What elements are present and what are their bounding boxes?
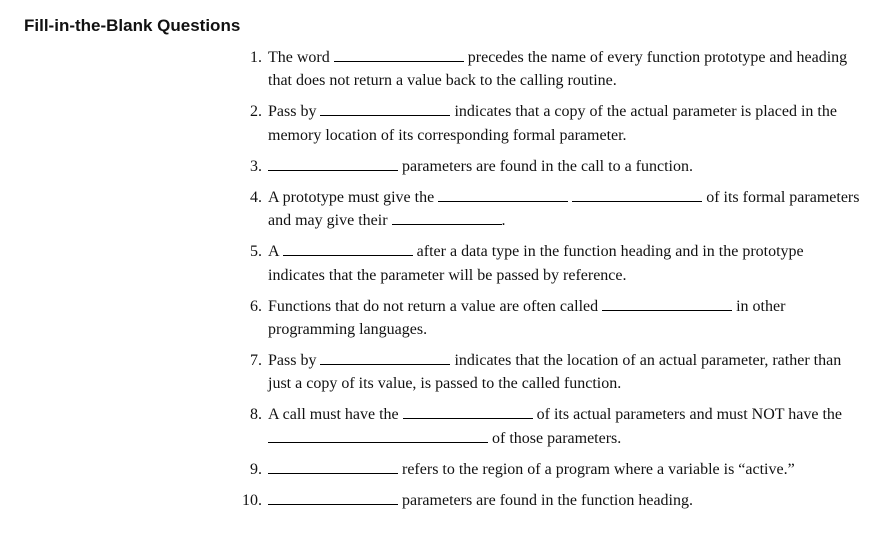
question-item: The word precedes the name of every func… bbox=[234, 46, 864, 92]
blank bbox=[438, 187, 568, 202]
question-text: The word bbox=[268, 49, 334, 66]
blank bbox=[572, 187, 702, 202]
question-text: parameters are found in the function hea… bbox=[398, 492, 693, 509]
blank bbox=[334, 47, 464, 62]
question-item: Functions that do not return a value are… bbox=[234, 295, 864, 341]
question-text: Pass by bbox=[268, 103, 320, 120]
question-text: A call must have the bbox=[268, 406, 403, 423]
blank bbox=[268, 155, 398, 170]
section-heading: Fill-in-the-Blank Questions bbox=[24, 16, 864, 36]
question-text: of those parameters. bbox=[488, 430, 621, 447]
blank bbox=[320, 101, 450, 116]
question-text: A bbox=[268, 243, 283, 260]
blank bbox=[602, 295, 732, 310]
question-text: refers to the region of a program where … bbox=[398, 461, 795, 478]
blank bbox=[283, 241, 413, 256]
question-text: parameters are found in the call to a fu… bbox=[398, 158, 693, 175]
question-text: of its actual parameters and must NOT ha… bbox=[533, 406, 842, 423]
question-item: refers to the region of a program where … bbox=[234, 458, 864, 481]
blank bbox=[403, 404, 533, 419]
question-item: Pass by indicates that a copy of the act… bbox=[234, 100, 864, 146]
question-item: A after a data type in the function head… bbox=[234, 240, 864, 286]
question-item: Pass by indicates that the location of a… bbox=[234, 349, 864, 395]
question-text: . bbox=[502, 212, 506, 229]
question-item: A call must have the of its actual param… bbox=[234, 403, 864, 449]
question-item: A prototype must give the of its formal … bbox=[234, 186, 864, 232]
blank bbox=[268, 458, 398, 473]
blank bbox=[268, 427, 488, 442]
question-item: parameters are found in the call to a fu… bbox=[234, 155, 864, 178]
blank bbox=[320, 350, 450, 365]
blank bbox=[268, 490, 398, 505]
question-item: parameters are found in the function hea… bbox=[234, 489, 864, 512]
question-text: Functions that do not return a value are… bbox=[268, 298, 602, 315]
question-text: A prototype must give the bbox=[268, 189, 438, 206]
question-text: Pass by bbox=[268, 352, 320, 369]
question-list: The word precedes the name of every func… bbox=[234, 46, 864, 512]
blank bbox=[392, 210, 502, 225]
